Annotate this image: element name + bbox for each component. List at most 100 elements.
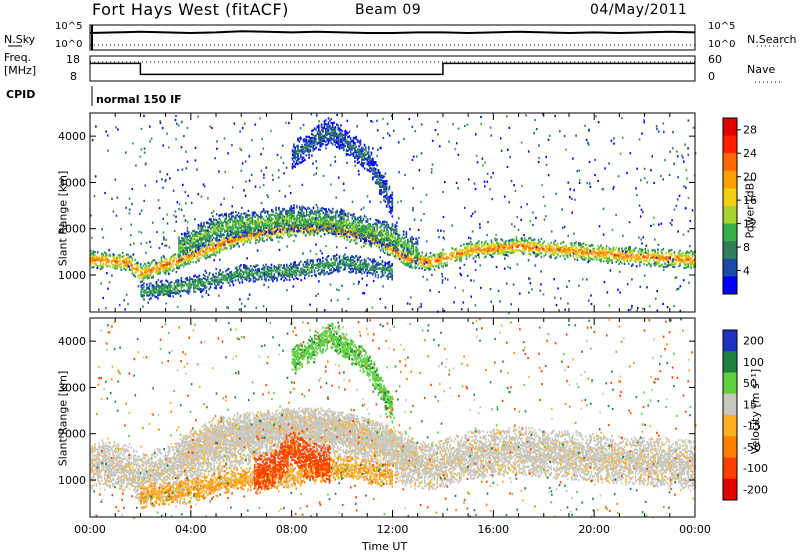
range-cell <box>352 225 355 228</box>
range-cell <box>425 252 428 255</box>
range-cell <box>181 239 183 242</box>
range-cell <box>522 244 525 247</box>
range-cell <box>284 231 286 234</box>
range-cell <box>209 286 212 289</box>
range-cell <box>343 233 345 236</box>
range-cell <box>524 243 526 246</box>
range-cell <box>262 271 264 274</box>
range-cell <box>262 266 264 270</box>
range-cell <box>135 266 138 269</box>
range-cell <box>298 220 301 223</box>
range-cell <box>286 273 288 276</box>
range-cell <box>319 223 322 226</box>
range-cell <box>127 256 129 259</box>
range-cell <box>601 248 604 251</box>
range-cell <box>294 266 296 269</box>
range-cell <box>267 235 270 238</box>
range-cell <box>224 220 226 223</box>
range-cell <box>148 289 151 292</box>
range-cell <box>94 261 96 264</box>
range-cell <box>580 255 583 259</box>
range-cell <box>162 291 165 294</box>
range-cell <box>239 220 241 223</box>
range-cell <box>369 240 372 243</box>
range-cell <box>389 237 391 240</box>
range-cell <box>200 243 202 246</box>
range-cell <box>171 259 174 263</box>
range-cell <box>263 232 265 235</box>
range-cell <box>587 244 590 247</box>
range-cell <box>175 292 177 295</box>
range-cell <box>234 240 236 243</box>
range-cell <box>345 226 347 229</box>
range-cell <box>238 267 241 270</box>
range-cell <box>517 249 519 252</box>
range-cell <box>561 245 563 249</box>
range-cell <box>354 232 356 235</box>
range-cell <box>161 291 163 294</box>
range-cell <box>446 264 448 267</box>
range-cell <box>257 231 259 234</box>
range-cell <box>163 260 166 263</box>
range-cell <box>276 217 279 220</box>
range-cell <box>282 222 284 225</box>
range-cell <box>214 218 216 221</box>
range-cell <box>226 228 229 231</box>
range-cell <box>202 273 205 276</box>
range-cell <box>605 253 608 256</box>
range-cell <box>580 248 583 251</box>
range-cell <box>229 221 232 224</box>
range-cell <box>286 265 288 268</box>
range-cell <box>626 254 629 258</box>
range-cell <box>341 217 344 220</box>
range-cell <box>693 258 695 262</box>
range-cell <box>211 222 214 225</box>
range-cell <box>183 251 186 254</box>
range-cell <box>255 237 257 240</box>
range-cell <box>395 224 398 228</box>
range-cell <box>221 213 223 216</box>
range-cell <box>188 259 190 262</box>
range-cell <box>622 258 624 261</box>
range-cell <box>302 268 305 271</box>
range-cell <box>331 226 333 229</box>
range-cell <box>304 271 306 274</box>
range-cell <box>328 231 330 234</box>
range-cell <box>321 228 323 231</box>
range-cell <box>249 269 252 272</box>
range-cell <box>529 253 532 256</box>
range-cell <box>217 243 220 246</box>
range-cell <box>268 266 270 269</box>
range-cell <box>361 236 363 239</box>
range-cell <box>268 273 270 277</box>
range-cell <box>444 263 447 266</box>
range-cell <box>292 266 295 269</box>
range-cell <box>311 220 313 223</box>
range-cell <box>151 276 153 279</box>
range-cell <box>341 223 344 226</box>
range-cell <box>408 256 411 259</box>
range-cell <box>225 214 227 217</box>
range-cell <box>337 232 340 235</box>
range-cell <box>127 253 129 256</box>
range-cell <box>497 252 500 255</box>
range-cell <box>291 213 294 216</box>
range-cell <box>144 262 146 265</box>
range-cell <box>435 261 437 264</box>
range-cell <box>225 278 227 281</box>
range-cell <box>135 261 138 265</box>
range-cell <box>218 217 220 220</box>
range-cell <box>221 221 223 224</box>
range-cell <box>629 254 631 258</box>
range-cell <box>415 262 417 265</box>
range-cell <box>479 247 482 250</box>
range-cell <box>179 290 181 293</box>
range-cell <box>675 262 677 265</box>
range-cell <box>407 241 409 244</box>
range-cell <box>680 257 683 260</box>
range-cell <box>90 259 92 262</box>
range-cell <box>281 276 284 279</box>
range-cell <box>186 238 189 241</box>
range-cell <box>670 248 673 251</box>
